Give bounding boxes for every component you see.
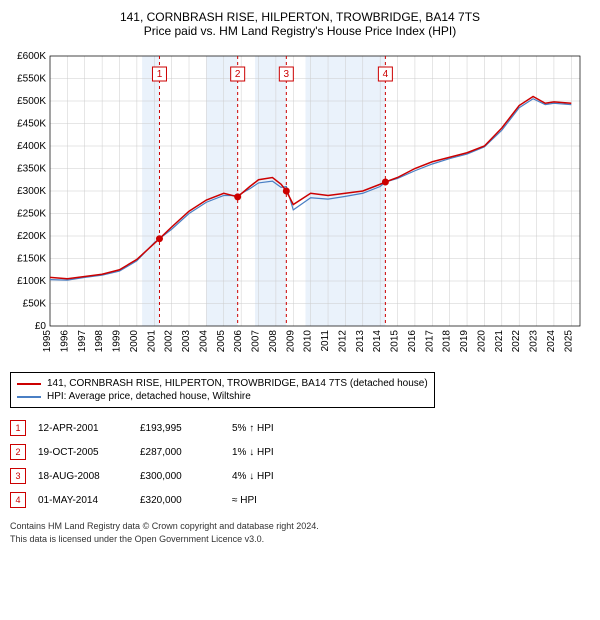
svg-text:2000: 2000 (129, 330, 140, 353)
svg-text:1998: 1998 (94, 330, 105, 353)
svg-text:2006: 2006 (233, 330, 244, 353)
svg-text:2023: 2023 (529, 330, 540, 353)
transaction-price: £320,000 (140, 495, 220, 506)
svg-text:1999: 1999 (112, 330, 123, 353)
svg-text:1995: 1995 (42, 330, 53, 353)
legend-swatch (17, 383, 41, 385)
svg-text:2008: 2008 (268, 330, 279, 353)
svg-text:£300K: £300K (17, 186, 46, 197)
svg-text:2024: 2024 (546, 330, 557, 353)
transaction-date: 01-MAY-2014 (38, 495, 128, 506)
svg-text:1996: 1996 (59, 330, 70, 353)
chart-container: £0£50K£100K£150K£200K£250K£300K£350K£400… (10, 46, 590, 366)
svg-text:£50K: £50K (23, 299, 47, 310)
svg-text:£400K: £400K (17, 141, 46, 152)
transaction-marker-icon: 3 (10, 468, 26, 484)
legend-item: 141, CORNBRASH RISE, HILPERTON, TROWBRID… (17, 377, 428, 390)
transaction-list: 1 12-APR-2001 £193,995 5% ↑ HPI 2 19-OCT-2005… (10, 416, 590, 512)
transaction-marker-icon: 4 (10, 492, 26, 508)
svg-text:2002: 2002 (164, 330, 175, 353)
footer-line-2: This data is licensed under the Open Gov… (10, 533, 590, 546)
svg-text:2001: 2001 (146, 330, 157, 353)
svg-text:2017: 2017 (424, 330, 435, 353)
transaction-date: 18-AUG-2008 (38, 471, 128, 482)
transaction-date: 19-OCT-2005 (38, 447, 128, 458)
transaction-marker-icon: 1 (10, 420, 26, 436)
svg-text:2011: 2011 (320, 330, 331, 352)
svg-text:4: 4 (383, 69, 389, 80)
legend-item: HPI: Average price, detached house, Wilt… (17, 390, 428, 403)
svg-text:2015: 2015 (390, 330, 401, 353)
transaction-price: £193,995 (140, 423, 220, 434)
svg-text:2022: 2022 (511, 330, 522, 353)
svg-text:2012: 2012 (337, 330, 348, 353)
transaction-row: 2 19-OCT-2005 £287,000 1% ↓ HPI (10, 440, 590, 464)
legend-label: HPI: Average price, detached house, Wilt… (47, 391, 251, 402)
svg-text:2007: 2007 (251, 330, 262, 353)
transaction-delta: 5% ↑ HPI (232, 423, 312, 434)
transaction-delta: 1% ↓ HPI (232, 447, 312, 458)
svg-text:2018: 2018 (442, 330, 453, 353)
svg-text:£550K: £550K (17, 74, 46, 85)
transaction-price: £300,000 (140, 471, 220, 482)
svg-text:1997: 1997 (77, 330, 88, 353)
transaction-delta: ≈ HPI (232, 495, 312, 506)
svg-text:£150K: £150K (17, 254, 46, 265)
svg-text:2021: 2021 (494, 330, 505, 353)
svg-text:2005: 2005 (216, 330, 227, 353)
legend-label: 141, CORNBRASH RISE, HILPERTON, TROWBRID… (47, 378, 428, 389)
svg-text:2014: 2014 (372, 330, 383, 353)
svg-text:3: 3 (284, 69, 290, 80)
svg-text:£350K: £350K (17, 164, 46, 175)
svg-text:£100K: £100K (17, 276, 46, 287)
svg-text:£250K: £250K (17, 209, 46, 220)
svg-text:2003: 2003 (181, 330, 192, 353)
svg-text:£500K: £500K (17, 96, 46, 107)
svg-text:2: 2 (235, 69, 241, 80)
svg-text:2025: 2025 (563, 330, 574, 353)
svg-text:2004: 2004 (198, 330, 209, 353)
chart-subtitle: Price paid vs. HM Land Registry's House … (10, 24, 590, 38)
svg-text:1: 1 (157, 69, 163, 80)
svg-text:2016: 2016 (407, 330, 418, 353)
transaction-date: 12-APR-2001 (38, 423, 128, 434)
footer: Contains HM Land Registry data © Crown c… (10, 520, 590, 545)
transaction-row: 4 01-MAY-2014 £320,000 ≈ HPI (10, 488, 590, 512)
transaction-delta: 4% ↓ HPI (232, 471, 312, 482)
transaction-price: £287,000 (140, 447, 220, 458)
price-chart: £0£50K£100K£150K£200K£250K£300K£350K£400… (10, 46, 590, 366)
svg-text:£600K: £600K (17, 51, 46, 62)
svg-text:2013: 2013 (355, 330, 366, 353)
legend-swatch (17, 396, 41, 398)
svg-text:2019: 2019 (459, 330, 470, 353)
svg-text:2010: 2010 (303, 330, 314, 353)
footer-line-1: Contains HM Land Registry data © Crown c… (10, 520, 590, 533)
chart-header: 141, CORNBRASH RISE, HILPERTON, TROWBRID… (10, 10, 590, 38)
svg-text:£200K: £200K (17, 231, 46, 242)
chart-title: 141, CORNBRASH RISE, HILPERTON, TROWBRID… (10, 10, 590, 24)
svg-text:2020: 2020 (476, 330, 487, 353)
legend: 141, CORNBRASH RISE, HILPERTON, TROWBRID… (10, 372, 435, 408)
transaction-marker-icon: 2 (10, 444, 26, 460)
svg-text:2009: 2009 (285, 330, 296, 353)
transaction-row: 3 18-AUG-2008 £300,000 4% ↓ HPI (10, 464, 590, 488)
svg-text:£450K: £450K (17, 119, 46, 130)
transaction-row: 1 12-APR-2001 £193,995 5% ↑ HPI (10, 416, 590, 440)
